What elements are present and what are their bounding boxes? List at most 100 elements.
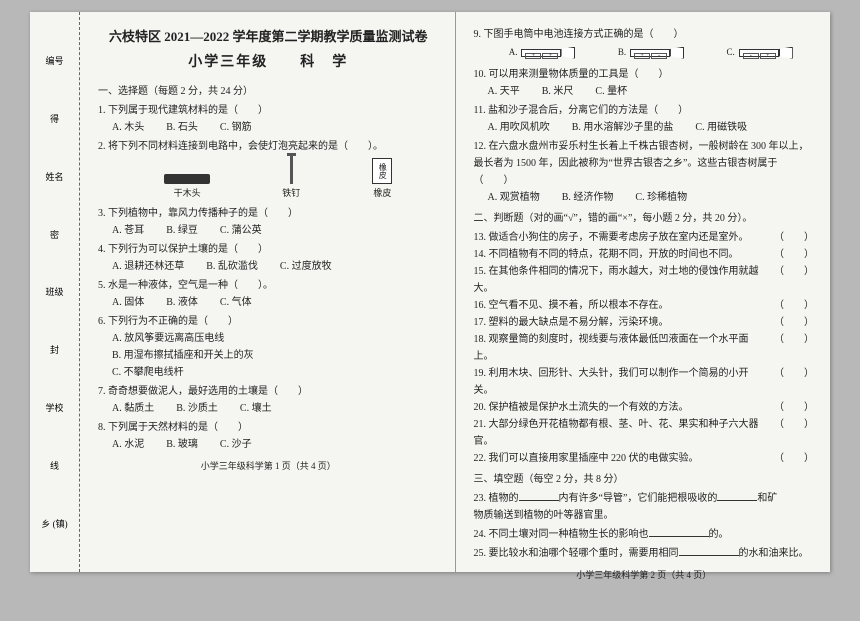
tf-paren: （ ） bbox=[766, 314, 814, 331]
q5-opt-a: A. 固体 bbox=[112, 294, 144, 311]
q2-label-c: 橡皮 bbox=[373, 186, 391, 201]
q25-part-b: 的水和油来比。 bbox=[739, 548, 809, 559]
exam-paper: 编号 得 姓名 密 班级 封 学校 线 乡 (镇) 六枝特区 2021—2022… bbox=[30, 12, 830, 572]
tf-paren: （ ） bbox=[766, 263, 814, 280]
blank bbox=[649, 527, 709, 537]
tf-paren: （ ） bbox=[766, 399, 814, 416]
q11-opt-c: C. 用磁铁吸 bbox=[695, 119, 747, 136]
q3-opt-a: A. 苍耳 bbox=[112, 222, 144, 239]
q11-opt-a: A. 用吹风机吹 bbox=[488, 119, 550, 136]
q10-opt-a: A. 天平 bbox=[488, 83, 520, 100]
q2-diagram-wood: 干木头 bbox=[164, 174, 210, 201]
q9-label-a: A. bbox=[509, 45, 518, 60]
q5-opt-b: B. 液体 bbox=[166, 294, 198, 311]
binding-label: 学校 bbox=[45, 401, 63, 414]
q12-opt-b: B. 经济作物 bbox=[562, 189, 614, 206]
tf-16-text: 16. 空气看不见、摸不着，所以根本不存在。 bbox=[474, 297, 669, 314]
q9-stem: 9. 下图手电筒中电池连接方式正确的是（ ） bbox=[474, 26, 815, 43]
question-2: 2. 将下列不同材料连接到电路中，会使灯泡亮起来的是（ ）。 干木头 铁钉 橡皮… bbox=[98, 138, 439, 203]
fill-24: 24. 不同土壤对同一种植物生长的影响也 的。 bbox=[474, 526, 815, 543]
tf-paren: （ ） bbox=[766, 297, 814, 314]
tf-20-text: 20. 保护植被是保护水土流失的一个有效的方法。 bbox=[474, 399, 689, 416]
q3-stem: 3. 下列植物中，靠风力传播种子的是（ ） bbox=[98, 205, 439, 222]
q4-opt-c: C. 过度放牧 bbox=[280, 258, 332, 275]
exam-title-line2: 小学三年级 科 学 bbox=[98, 51, 439, 75]
q2-diagram-nail: 铁钉 bbox=[282, 156, 300, 201]
q23-part-b: 内有许多“导管”，它们能把根吸收的 bbox=[559, 493, 718, 504]
q11-opt-b: B. 用水溶解沙子里的盐 bbox=[572, 119, 674, 136]
question-6: 6. 下列行为不正确的是（ ） A. 放风筝要远离高压电线 B. 用湿布擦拭插座… bbox=[98, 313, 439, 381]
q2-label-a: 干木头 bbox=[174, 186, 201, 201]
q1-stem: 1. 下列属于现代建筑材料的是（ ） bbox=[98, 102, 439, 119]
tf-14: 14. 不同植物有不同的特点，花期不同，开放的时间也不同。（ ） bbox=[474, 246, 815, 263]
tf-paren: （ ） bbox=[766, 450, 814, 467]
q9-opt-a: A. ++ bbox=[509, 45, 576, 60]
question-11: 11. 盐和沙子混合后，分离它们的方法是（ ） A. 用吹风机吹 B. 用水溶解… bbox=[474, 102, 815, 136]
page-1-footer: 小学三年级科学第 1 页（共 4 页） bbox=[98, 459, 439, 474]
q5-stem: 5. 水是一种液体，空气是一种（ ）。 bbox=[98, 277, 439, 294]
q9-label-b: B. bbox=[618, 45, 626, 60]
binding-margin: 编号 得 姓名 密 班级 封 学校 线 乡 (镇) bbox=[30, 12, 80, 572]
tf-19-text: 19. 利用木块、回形针、大头针，我们可以制作一个简易的小开关。 bbox=[474, 365, 767, 399]
q4-opt-a: A. 退耕还林还草 bbox=[112, 258, 184, 275]
seal-char: 封 bbox=[50, 343, 59, 356]
q10-stem: 10. 可以用来测量物体质量的工具是（ ） bbox=[474, 66, 815, 83]
q6-opt-c: C. 不攀爬电线杆 bbox=[112, 364, 439, 381]
exam-title-line1: 六枝特区 2021—2022 学年度第二学期教学质量监测试卷 bbox=[98, 26, 439, 48]
q2-stem: 2. 将下列不同材料连接到电路中，会使灯泡亮起来的是（ ）。 bbox=[98, 138, 439, 155]
q8-opt-a: A. 水泥 bbox=[112, 436, 144, 453]
q7-opt-b: B. 沙质土 bbox=[176, 400, 218, 417]
q12-opt-a: A. 观赏植物 bbox=[488, 189, 540, 206]
fill-23: 23. 植物的内有许多“导管”，它们能把根吸收的和矿 物质输送到植物的叶等器官里… bbox=[474, 490, 815, 524]
section-1-heading: 一、选择题（每题 2 分，共 24 分） bbox=[98, 83, 439, 100]
nail-icon bbox=[290, 156, 293, 184]
wood-icon bbox=[164, 174, 210, 184]
question-10: 10. 可以用来测量物体质量的工具是（ ） A. 天平 B. 米尺 C. 量杯 bbox=[474, 66, 815, 100]
tf-17: 17. 塑料的最大缺点是不易分解，污染环境。 （ ） bbox=[474, 314, 815, 331]
blank bbox=[519, 491, 559, 501]
flashlight-icon: ++ bbox=[521, 47, 575, 59]
q4-stem: 4. 下列行为可以保护土壤的是（ ） bbox=[98, 241, 439, 258]
question-4: 4. 下列行为可以保护土壤的是（ ） A. 退耕还林还草 B. 乱砍滥伐 C. … bbox=[98, 241, 439, 275]
tf-21: 21. 大部分绿色开花植物都有根、茎、叶、花、果实和种子六大器官。（ ） bbox=[474, 416, 815, 450]
question-5: 5. 水是一种液体，空气是一种（ ）。 A. 固体 B. 液体 C. 气体 bbox=[98, 277, 439, 311]
q6-stem: 6. 下列行为不正确的是（ ） bbox=[98, 313, 439, 330]
binding-label: 姓名 bbox=[45, 170, 63, 183]
binding-label: 编号 bbox=[45, 54, 63, 67]
page-2: 9. 下图手电筒中电池连接方式正确的是（ ） A. ++ B. +- bbox=[456, 12, 831, 572]
q23-part-a: 23. 植物的 bbox=[474, 493, 519, 504]
q3-opt-b: B. 绿豆 bbox=[166, 222, 198, 239]
blank bbox=[717, 491, 757, 501]
q24-part-b: 的。 bbox=[709, 529, 729, 540]
q9-opt-c: C. -+ bbox=[727, 45, 793, 60]
question-12: 12. 在六盘水盘州市妥乐村生长着上千株古银杏树，一般树龄在 300 年以上， … bbox=[474, 138, 815, 206]
eraser-icon: 橡皮 bbox=[372, 158, 392, 184]
q9-label-c: C. bbox=[727, 45, 735, 60]
q10-opt-b: B. 米尺 bbox=[542, 83, 574, 100]
q9-opt-b: B. +- bbox=[618, 45, 684, 60]
q1-opt-b: B. 石头 bbox=[166, 119, 198, 136]
q1-opt-a: A. 木头 bbox=[112, 119, 144, 136]
tf-paren: （ ） bbox=[766, 331, 814, 348]
seal-char: 得 bbox=[50, 112, 59, 125]
flashlight-icon: -+ bbox=[739, 47, 793, 59]
q12-line1: 12. 在六盘水盘州市妥乐村生长着上千株古银杏树，一般树龄在 300 年以上， bbox=[474, 138, 815, 155]
tf-paren: （ ） bbox=[766, 246, 814, 263]
tf-15: 15. 在其他条件相同的情况下，雨水越大，对土地的侵蚀作用就越大。（ ） bbox=[474, 263, 815, 297]
q24-part-a: 24. 不同土壤对同一种植物生长的影响也 bbox=[474, 529, 649, 540]
tf-13-text: 13. 做适合小狗住的房子，不需要考虑房子放在室内还是室外。 bbox=[474, 229, 749, 246]
q12-line3: （ ） bbox=[474, 172, 815, 189]
section-2-heading: 二、判断题（对的画“√”，错的画“×”，每小题 2 分，共 20 分）。 bbox=[474, 210, 815, 227]
tf-17-text: 17. 塑料的最大缺点是不易分解，污染环境。 bbox=[474, 314, 669, 331]
binding-label: 乡 (镇) bbox=[41, 517, 67, 530]
tf-21-text: 21. 大部分绿色开花植物都有根、茎、叶、花、果实和种子六大器官。 bbox=[474, 416, 767, 450]
q2-diagram-eraser: 橡皮 橡皮 bbox=[372, 158, 392, 201]
q12-opt-c: C. 珍稀植物 bbox=[635, 189, 687, 206]
tf-paren: （ ） bbox=[766, 365, 814, 382]
tf-20: 20. 保护植被是保护水土流失的一个有效的方法。 （ ） bbox=[474, 399, 815, 416]
pages-container: 六枝特区 2021—2022 学年度第二学期教学质量监测试卷 小学三年级 科 学… bbox=[80, 12, 830, 572]
tf-19: 19. 利用木块、回形针、大头针，我们可以制作一个简易的小开关。（ ） bbox=[474, 365, 815, 399]
q23-part-d: 物质输送到植物的叶等器官里。 bbox=[474, 507, 815, 524]
q8-stem: 8. 下列属于天然材料的是（ ） bbox=[98, 419, 439, 436]
q12-line2: 最长者为 1500 年，因此被称为“世界古银杏之乡”。这些古银杏树属于 bbox=[474, 155, 815, 172]
